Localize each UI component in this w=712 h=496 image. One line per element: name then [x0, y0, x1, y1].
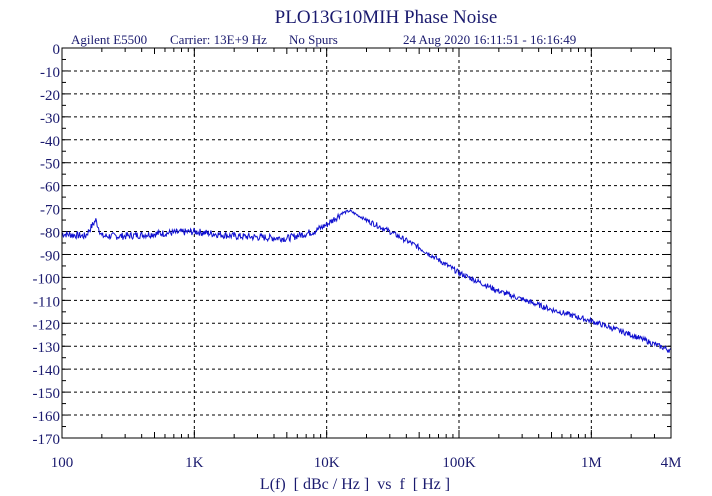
y-axis: 0 -10 -20 -30 -40 -50 -60 -70 -80 -90 -100 -110 -120… [33, 42, 671, 448]
x-tick-label: 1M [581, 455, 602, 471]
y-tick-label: -30 [40, 111, 60, 127]
y-tick-label: -110 [33, 294, 60, 310]
spurs-label: No Spurs [289, 32, 338, 47]
x-axis-label: L(f) [ dBc / Hz ] vs f [ Hz ] [260, 476, 450, 493]
y-tick-label: -160 [33, 409, 61, 425]
y-tick-label: -50 [40, 157, 60, 173]
x-tick-label: 100 [51, 455, 74, 471]
plot-frame [61, 47, 672, 439]
y-tick-label: -130 [33, 340, 61, 356]
y-tick-label: -80 [40, 226, 60, 242]
y-tick-label: -20 [40, 88, 60, 104]
x-tick-label: 1K [185, 455, 204, 471]
chart-title: PLO13G10MIH Phase Noise [275, 7, 498, 28]
y-tick-label: -10 [40, 65, 60, 81]
y-tick-label: 0 [53, 42, 61, 58]
y-tick-label: -90 [40, 248, 60, 264]
x-tick-label: 100K [442, 455, 476, 471]
carrier-label: Carrier: 13E+9 Hz [170, 32, 267, 47]
datetime-label: 24 Aug 2020 16:11:51 - 16:16:49 [403, 32, 576, 47]
y-tick-label: -140 [33, 363, 61, 379]
y-tick-label: -60 [40, 180, 60, 196]
instrument-label: Agilent E5500 [71, 32, 147, 47]
x-tick-label: 4M [661, 455, 682, 471]
y-tick-label: -70 [40, 203, 60, 219]
grid [62, 48, 671, 438]
y-tick-label: -150 [33, 386, 61, 402]
series-line [61, 208, 672, 353]
y-tick-label: -40 [40, 134, 60, 150]
y-tick-label: -120 [33, 317, 61, 333]
y-tick-label: -100 [33, 271, 61, 287]
y-tick-label: -170 [33, 432, 61, 448]
x-tick-label: 10K [314, 455, 340, 471]
x-axis: 100 1K 10K 100K 1M 4M [51, 48, 682, 471]
